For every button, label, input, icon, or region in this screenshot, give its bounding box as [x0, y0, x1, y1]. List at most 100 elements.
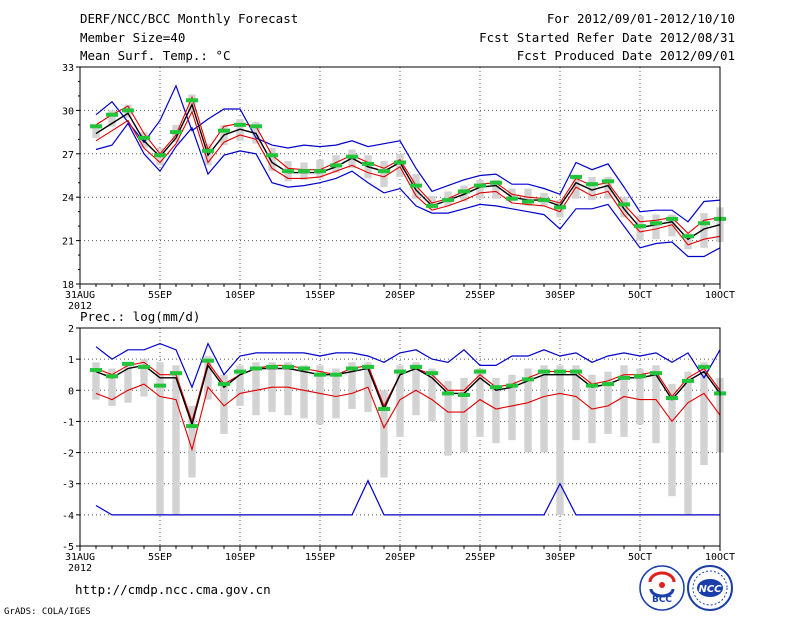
- temp-ytick-label: 30: [62, 106, 74, 117]
- prec-box-20: [396, 365, 404, 437]
- temp-series-line-lower: [95, 110, 721, 246]
- prec-box-13: [284, 362, 292, 416]
- temp-mean-marker-28: [522, 199, 534, 204]
- prec-mean-marker-36: [650, 371, 662, 376]
- prec-box-1: [92, 362, 100, 400]
- prec-box-10: [236, 365, 244, 406]
- prec-mean-marker-22: [426, 371, 438, 376]
- temp-mean-marker-35: [634, 224, 646, 229]
- prec-mean-marker-16: [330, 372, 342, 377]
- prec-box-28: [524, 368, 532, 453]
- prec-box-31: [572, 365, 580, 441]
- temp-mean-marker-4: [138, 135, 150, 140]
- prec-mean-marker-7: [186, 424, 198, 429]
- temp-xtick-label: 5OCT: [628, 290, 652, 301]
- prec-mean-marker-23: [442, 391, 454, 396]
- prec-mean-marker-8: [202, 358, 214, 363]
- prec-mean-marker-14: [298, 366, 310, 371]
- footer-url[interactable]: http://cmdp.ncc.cma.gov.cn: [75, 582, 271, 597]
- temp-mean-marker-30: [554, 205, 566, 210]
- grads-credit: GrADS: COLA/IGES: [4, 607, 91, 617]
- prec-box-14: [300, 365, 308, 419]
- prec-box-27: [508, 374, 516, 441]
- forecast-started-date: Fcst Started Refer Date 2012/08/31: [479, 30, 735, 45]
- temp-box-38: [684, 233, 692, 250]
- temp-mean-marker-2: [106, 112, 118, 117]
- prec-box-21: [412, 362, 420, 416]
- prec-ytick-label: 0: [68, 386, 74, 397]
- prec-mean-marker-17: [346, 366, 358, 371]
- prec-series-line-max: [95, 342, 721, 389]
- bcc-logo-text: BCC: [652, 595, 672, 605]
- temp-xtick-year-label: 2012: [68, 301, 92, 312]
- prec-mean-marker-4: [138, 364, 150, 369]
- prec-xtick-label: 5SEP: [148, 552, 172, 563]
- bcc-logo: BCC: [639, 565, 685, 611]
- temp-box-33: [604, 176, 612, 199]
- temp-mean-marker-39: [698, 221, 710, 226]
- temp-mean-marker-25: [474, 183, 486, 188]
- temp-xtick-label: 15SEP: [305, 290, 335, 301]
- prec-box-30: [556, 365, 564, 515]
- prec-xtick-label: 25SEP: [465, 552, 495, 563]
- temp-mean-marker-14: [298, 169, 310, 174]
- prec-mean-marker-6: [170, 371, 182, 376]
- prec-series-line-median: [95, 363, 721, 427]
- prec-mean-marker-25: [474, 369, 486, 374]
- temp-mean-marker-22: [426, 203, 438, 208]
- prec-xtick-label: 5OCT: [628, 552, 652, 563]
- temp-mean-marker-11: [250, 124, 262, 129]
- prec-mean-marker-2: [106, 374, 118, 379]
- temp-ytick-label: 21: [62, 237, 74, 248]
- prec-box-16: [332, 368, 340, 419]
- prec-box-22: [428, 368, 436, 422]
- temp-mean-marker-33: [602, 179, 614, 184]
- prec-mean-marker-28: [522, 377, 534, 382]
- prec-mean-marker-27: [506, 383, 518, 388]
- temp-mean-marker-26: [490, 180, 502, 185]
- temp-mean-marker-37: [666, 216, 678, 221]
- temp-xtick-label: 20SEP: [385, 290, 415, 301]
- temp-box-25: [476, 179, 484, 199]
- temp-box-20: [396, 153, 404, 177]
- prec-mean-marker-35: [634, 374, 646, 379]
- temp-mean-marker-12: [266, 153, 278, 158]
- prec-mean-marker-21: [410, 364, 422, 369]
- temp-xtick-label: 25SEP: [465, 290, 495, 301]
- prec-mean-marker-5: [154, 383, 166, 388]
- prec-ytick-label: -4: [62, 511, 74, 522]
- temp-mean-marker-9: [218, 128, 230, 133]
- temp-ytick-label: 24: [62, 193, 74, 204]
- temp-mean-marker-8: [202, 148, 214, 153]
- temp-mean-marker-38: [682, 234, 694, 239]
- temp-xtick-label: 30SEP: [545, 290, 575, 301]
- prec-series-line-min: [95, 479, 720, 516]
- temp-series-line-median: [95, 102, 721, 241]
- temp-box-2: [108, 110, 116, 127]
- prec-box-8: [204, 356, 212, 400]
- temp-ytick-label: 33: [62, 63, 74, 74]
- prec-mean-marker-32: [586, 383, 598, 388]
- temp-xtick-label: 5SEP: [148, 290, 172, 301]
- temp-box-27: [508, 188, 516, 202]
- prec-xtick-label: 15SEP: [305, 552, 335, 563]
- prec-xtick-label: 10SEP: [225, 552, 255, 563]
- temp-mean-marker-7: [186, 98, 198, 103]
- prec-mean-marker-24: [458, 392, 470, 397]
- prec-mean-marker-18: [362, 364, 374, 369]
- temp-mean-marker-6: [170, 130, 182, 135]
- temp-box-19: [380, 161, 388, 188]
- prec-box-6: [172, 365, 180, 515]
- temp-series-line-min: [95, 122, 721, 258]
- prec-box-5: [156, 362, 164, 515]
- forecast-produced-date: Fcst Produced Date 2012/09/01: [517, 48, 735, 63]
- prec-series-line-lower: [95, 383, 721, 452]
- temp-series-line-upper: [95, 95, 721, 235]
- prec-mean-marker-12: [266, 364, 278, 369]
- prec-mean-marker-38: [682, 378, 694, 383]
- temp-mean-marker-20: [394, 160, 406, 165]
- prec-ytick-label: -3: [62, 480, 74, 491]
- prec-box-7: [188, 405, 196, 478]
- temp-mean-marker-18: [362, 161, 374, 166]
